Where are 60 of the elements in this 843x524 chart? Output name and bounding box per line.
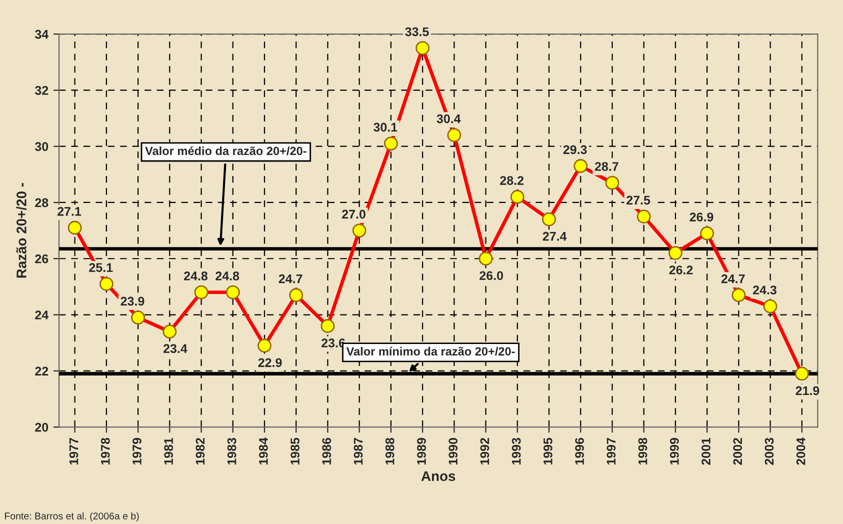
x-tick-label: 1989 bbox=[417, 438, 426, 464]
text: 24.8 bbox=[184, 272, 208, 280]
x-tick-label: 1995 bbox=[544, 438, 552, 464]
text: 30.1 bbox=[374, 122, 398, 132]
text: 28.2 bbox=[500, 176, 524, 185]
x-tick-label: 1978 bbox=[100, 438, 110, 464]
y-tick-label: 34 bbox=[34, 30, 49, 39]
text: 23.9 bbox=[120, 296, 144, 306]
y-tick-label: 24 bbox=[35, 310, 49, 320]
text: 24.7 bbox=[721, 274, 745, 284]
x-tick-label: 1987 bbox=[354, 438, 363, 464]
y-tick-label: 22 bbox=[35, 366, 48, 376]
text: 24.8 bbox=[216, 272, 240, 280]
x-axis-title: Anos bbox=[421, 471, 456, 482]
x-tick-label: 2002 bbox=[733, 438, 742, 465]
text: 33.5 bbox=[405, 27, 429, 36]
x-tick-label: 1977 bbox=[69, 438, 78, 464]
x-tick-label: 1997 bbox=[606, 438, 616, 464]
text: 28.7 bbox=[594, 162, 618, 171]
text: 26.2 bbox=[669, 266, 693, 274]
x-tick-label: 1984 bbox=[258, 438, 268, 464]
x-tick-label: 2003 bbox=[764, 438, 774, 465]
x-tick-label: 1999 bbox=[670, 438, 679, 464]
text: 27.0 bbox=[342, 210, 366, 219]
text: 25.1 bbox=[89, 263, 113, 272]
y-axis-title: Razão 20+/20 - bbox=[16, 183, 27, 278]
x-tick-label: 2001 bbox=[702, 438, 710, 465]
y-tick-label: 30 bbox=[34, 142, 48, 152]
text: 27.5 bbox=[626, 196, 650, 205]
ref-line-label: Valor mínimo da razão 20+/20- bbox=[346, 346, 515, 356]
x-tick-label: 1981 bbox=[164, 438, 174, 464]
text: 26.9 bbox=[690, 212, 714, 222]
text: 27.4 bbox=[542, 232, 567, 241]
text: 24.3 bbox=[753, 286, 776, 294]
x-tick-label: 1982 bbox=[196, 438, 205, 464]
text: 23.4 bbox=[163, 344, 188, 354]
y-tick-label: 28 bbox=[35, 198, 48, 208]
x-tick-label: 1998 bbox=[638, 438, 648, 464]
x-tick-label: 2004 bbox=[796, 438, 806, 465]
x-tick-label: 1996 bbox=[575, 438, 584, 464]
y-tick-label: 32 bbox=[34, 86, 48, 95]
x-tick-label: 1983 bbox=[227, 438, 236, 464]
x-tick-label: 1986 bbox=[322, 438, 332, 464]
text: 30.4 bbox=[436, 114, 461, 124]
ref-line-label: Valor médio da razão 20+/20- bbox=[145, 146, 306, 156]
x-tick-label: 1990 bbox=[448, 438, 458, 464]
text: 29.3 bbox=[563, 145, 587, 154]
y-tick-label: 20 bbox=[35, 422, 48, 432]
text: 21.9 bbox=[796, 386, 820, 396]
x-tick-label: 1992 bbox=[480, 438, 490, 464]
text: 24.7 bbox=[278, 274, 302, 284]
x-tick-label: 1988 bbox=[385, 438, 394, 464]
x-tick-label: 1993 bbox=[512, 438, 521, 464]
text: 22.9 bbox=[258, 358, 282, 368]
x-tick-label: 1985 bbox=[290, 438, 300, 464]
text: 27.1 bbox=[58, 206, 82, 216]
text: 26.0 bbox=[480, 271, 503, 280]
y-tick-label: 26 bbox=[35, 254, 48, 264]
x-tick-label: 1979 bbox=[132, 438, 142, 464]
source-note: Fonte: Barros et al. (2006a e b) bbox=[5, 512, 139, 522]
